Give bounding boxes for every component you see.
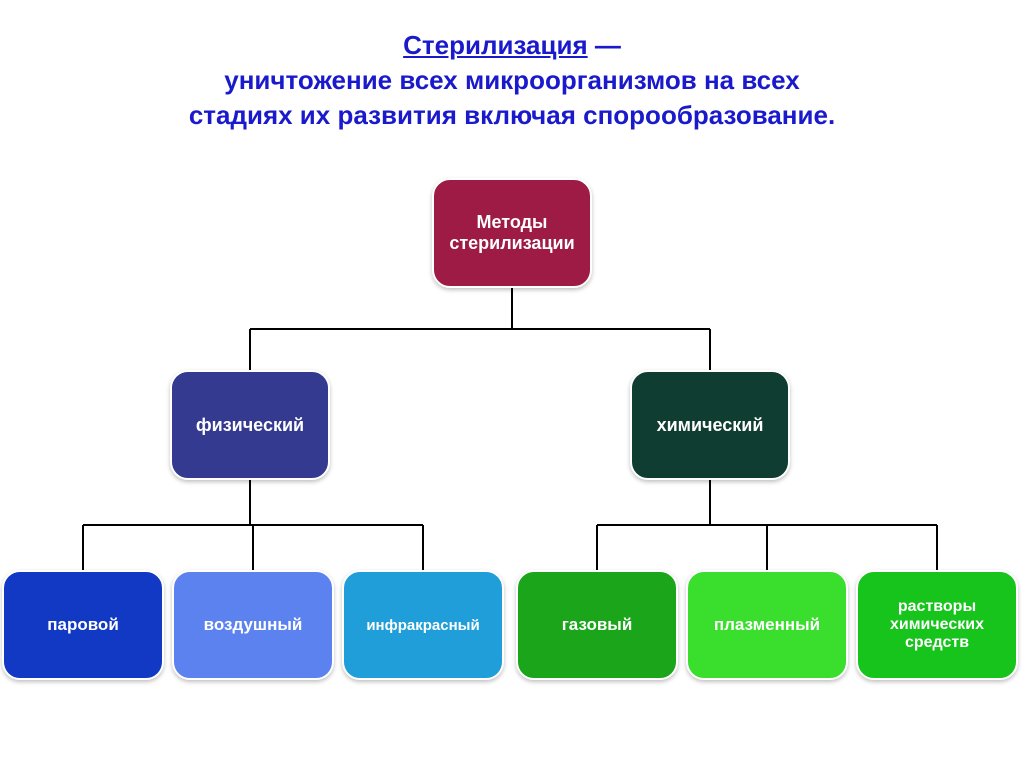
node-solutions: растворыхимическихсредств: [856, 570, 1018, 680]
title-dash: —: [595, 30, 621, 60]
title-line2: уничтожение всех микроорганизмов на всех: [0, 63, 1024, 98]
node-chemical: химический: [630, 370, 790, 480]
title-word: Стерилизация: [403, 30, 588, 60]
page-title: Стерилизация — уничтожение всех микроорг…: [0, 0, 1024, 133]
node-steam: паровой: [2, 570, 164, 680]
node-plasma: плазменный: [686, 570, 848, 680]
node-air: воздушный: [172, 570, 334, 680]
node-gas: газовый: [516, 570, 678, 680]
node-root: Методыстерилизации: [432, 178, 592, 288]
node-infrared: инфракрасный: [342, 570, 504, 680]
node-physical: физический: [170, 370, 330, 480]
title-line3: стадиях их развития включая спорообразов…: [0, 98, 1024, 133]
